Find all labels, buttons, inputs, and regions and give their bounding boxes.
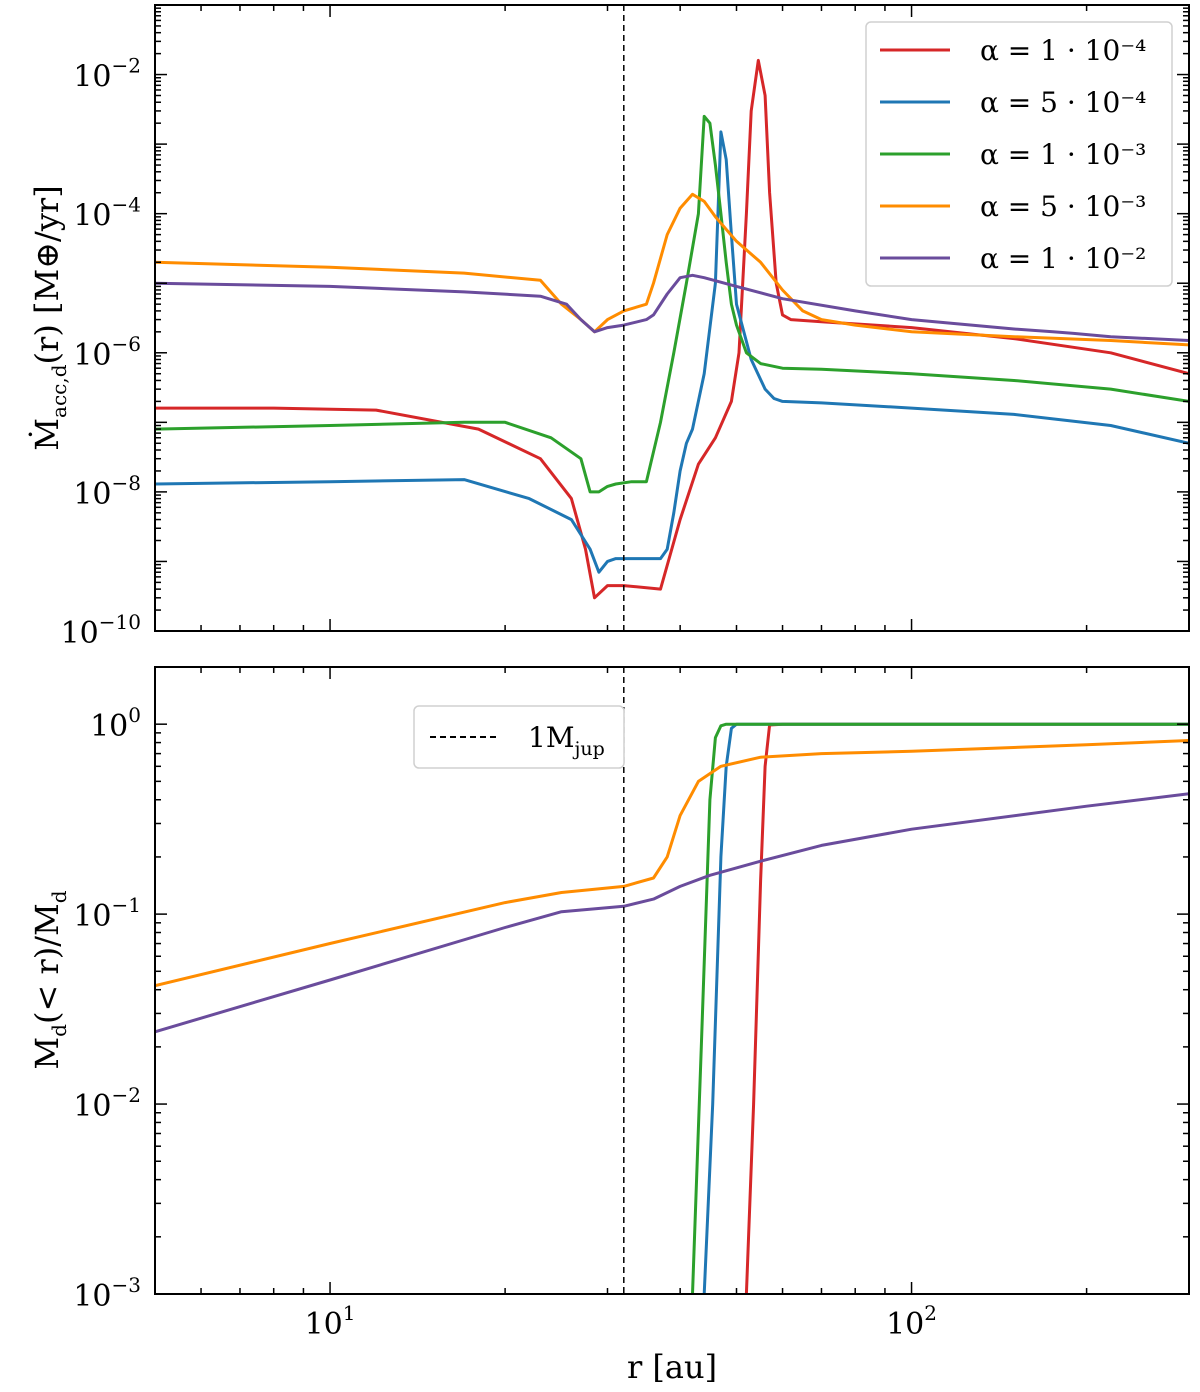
- bottom-y-tick-label: 10−2: [73, 1083, 141, 1124]
- x-tick-label: 102: [886, 1301, 937, 1342]
- top-series-line-2: [155, 130, 1189, 574]
- bottom-y-tick-label: 10−3: [73, 1273, 141, 1314]
- top-series-line-1: [155, 58, 1189, 600]
- bottom-y-axis-label: Md(< r)/Md: [28, 890, 71, 1069]
- bottom-axes-frame: [154, 666, 1190, 1295]
- legend-label-3: α = 1 · 10⁻³: [980, 138, 1146, 171]
- bottom-legend-label: 1Mjup: [528, 721, 605, 760]
- bottom-series-line-5: [155, 792, 1189, 1034]
- x-tick-label: 101: [305, 1301, 356, 1342]
- top-y-tick-label: 10−4: [73, 193, 141, 234]
- top-legend: α = 1 · 10⁻⁴ α = 5 · 10⁻⁴ α = 1 · 10⁻³ α = …: [865, 21, 1173, 287]
- top-y-tick-label: 10−10: [61, 610, 141, 651]
- top-y-tick-label: 10−6: [73, 332, 141, 373]
- top-axes-frame: [154, 4, 1190, 632]
- bottom-y-tick-label: 10−1: [73, 893, 141, 934]
- legend-label-4: α = 5 · 10⁻³: [980, 190, 1146, 223]
- bottom-series-line-4: [155, 739, 1189, 988]
- top-series-line-5: [155, 273, 1189, 342]
- x-axis-label: r [au]: [627, 1348, 717, 1386]
- bottom-y-tick-label: 100: [90, 703, 141, 744]
- legend-label-1: α = 1 · 10⁻⁴: [980, 34, 1146, 67]
- top-series-line-4: [155, 192, 1189, 347]
- legend-label-5: α = 1 · 10⁻²: [980, 242, 1146, 275]
- bottom-legend: 1Mjup: [413, 705, 625, 769]
- top-legend-box: [865, 21, 1173, 287]
- legend-label-2: α = 5 · 10⁻⁴: [980, 86, 1146, 119]
- top-series-line-3: [155, 114, 1189, 494]
- top-y-tick-label: 10−2: [73, 54, 141, 95]
- top-y-axis-label: Ṁacc,d(r) [M⊕/yr]: [28, 185, 71, 450]
- bottom-series-line-1: [744, 722, 1189, 1294]
- bottom-legend-box: [413, 705, 625, 769]
- bottom-series-line-3: [691, 722, 1189, 1294]
- bottom-series-line-2: [702, 722, 1189, 1294]
- top-y-tick-label: 10−8: [73, 471, 141, 512]
